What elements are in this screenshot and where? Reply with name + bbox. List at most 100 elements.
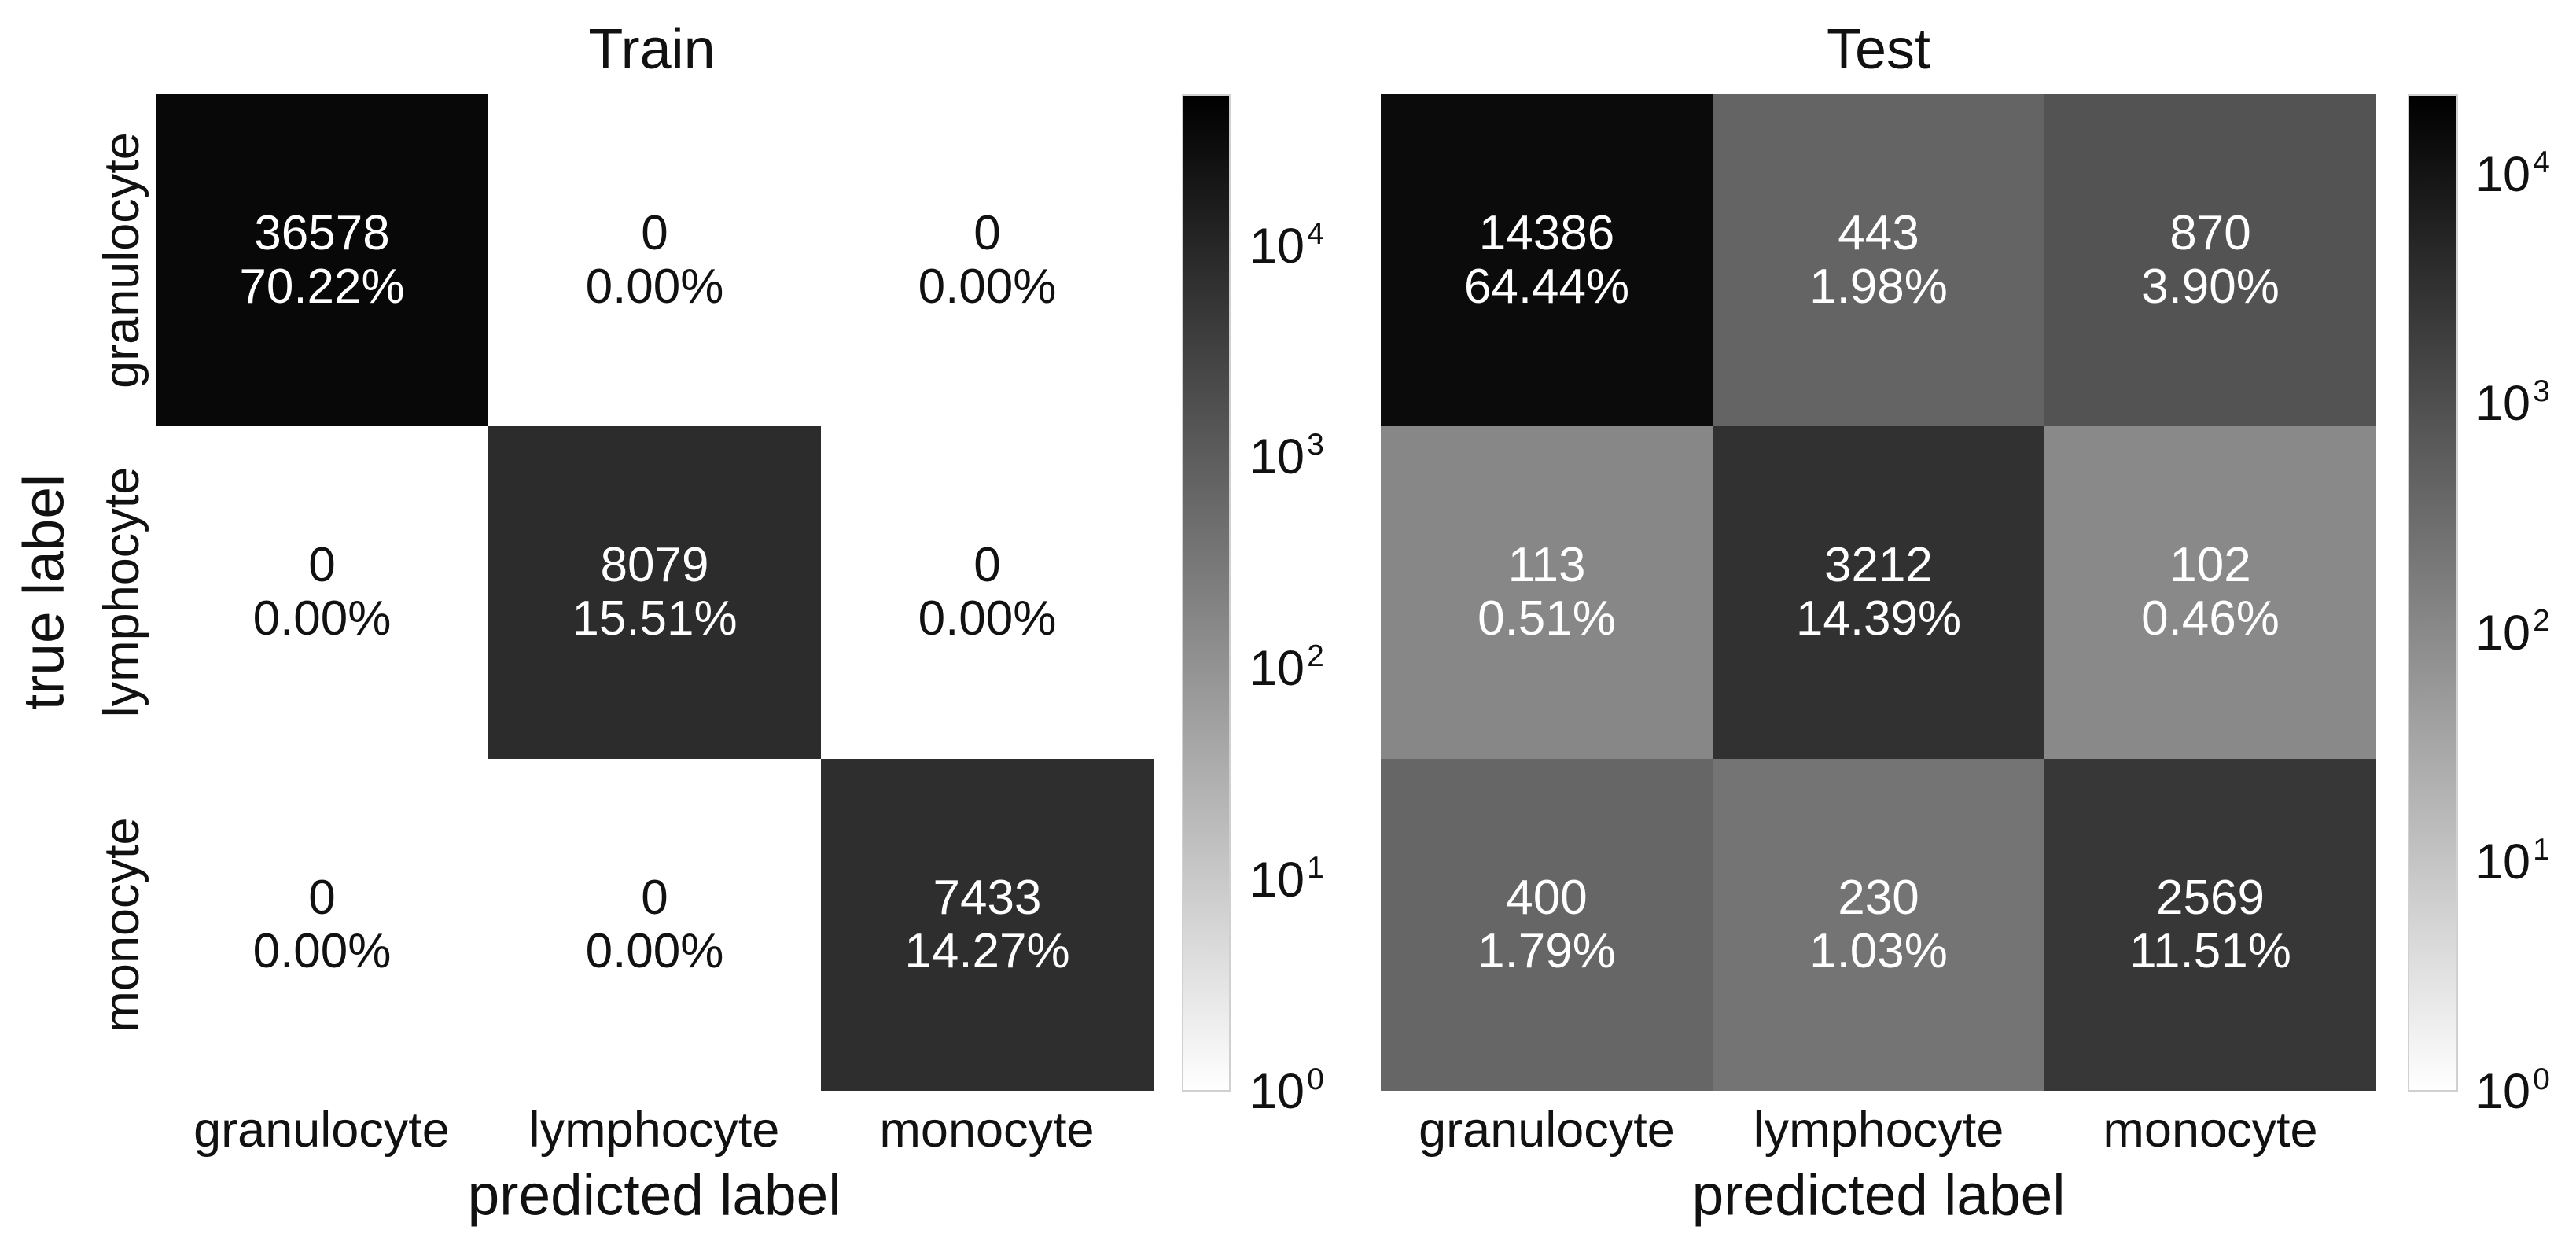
tick-base: 10 xyxy=(1249,1064,1305,1119)
test-cell-r1c0: 113 0.51% xyxy=(1381,426,1713,759)
train-colorbar-tick-1e0: 100 xyxy=(1249,1062,1324,1120)
tick-base: 10 xyxy=(2475,147,2531,202)
tick-exponent: 3 xyxy=(1307,427,1324,462)
cell-percent: 3.90% xyxy=(2141,260,2280,315)
cell-percent: 1.03% xyxy=(1809,923,1948,978)
cell-percent: 0.00% xyxy=(918,260,1057,315)
cell-count: 230 xyxy=(1838,870,1919,925)
cell-count: 102 xyxy=(2169,538,2251,593)
train-xtick-lymphocyte: lymphocyte xyxy=(528,1103,780,1158)
test-heatmap: 14386 64.44% 443 1.98% 870 3.90% 113 0.5… xyxy=(1381,94,2376,1091)
train-colorbar xyxy=(1182,94,1231,1092)
tick-exponent: 0 xyxy=(2533,1062,2550,1096)
train-cell-r2c1: 0 0.00% xyxy=(488,758,821,1091)
tick-base: 10 xyxy=(1249,641,1305,696)
train-xtick-granulocyte: granulocyte xyxy=(193,1103,450,1158)
cell-count: 0 xyxy=(973,206,1001,261)
train-ytick-granulocyte: granulocyte xyxy=(94,132,149,388)
train-cell-r1c1: 8079 15.51% xyxy=(488,426,821,759)
tick-exponent: 2 xyxy=(2533,603,2550,638)
train-cell-r0c1: 0 0.00% xyxy=(488,94,821,427)
train-colorbar-tick-1e1: 101 xyxy=(1249,850,1324,908)
cell-percent: 0.46% xyxy=(2141,591,2280,646)
tick-base: 10 xyxy=(1249,219,1305,274)
tick-base: 10 xyxy=(1249,429,1305,484)
cell-count: 36578 xyxy=(254,206,390,261)
tick-exponent: 2 xyxy=(1307,639,1324,673)
tick-base: 10 xyxy=(2475,606,2531,661)
train-colorbar-tick-1e4: 104 xyxy=(1249,216,1324,274)
cell-percent: 1.79% xyxy=(1478,923,1616,978)
tick-exponent: 1 xyxy=(2533,832,2550,867)
train-cell-r2c2: 7433 14.27% xyxy=(821,758,1154,1091)
test-cell-r2c1: 230 1.03% xyxy=(1713,758,2044,1091)
test-title: Test xyxy=(1826,18,1931,81)
tick-exponent: 1 xyxy=(1307,850,1324,885)
train-cell-r0c2: 0 0.00% xyxy=(821,94,1154,427)
cell-percent: 15.51% xyxy=(572,591,738,646)
cell-count: 0 xyxy=(641,206,668,261)
tick-exponent: 4 xyxy=(1307,216,1324,251)
tick-base: 10 xyxy=(2475,834,2531,889)
cell-count: 0 xyxy=(308,538,336,593)
tick-base: 10 xyxy=(1249,852,1305,908)
cell-percent: 0.51% xyxy=(1478,591,1616,646)
train-colorbar-tick-1e2: 102 xyxy=(1249,639,1324,697)
cell-percent: 14.27% xyxy=(904,923,1070,978)
test-colorbar-tick-1e3: 103 xyxy=(2475,374,2550,432)
test-colorbar-tick-1e2: 102 xyxy=(2475,603,2550,661)
train-ylabel: true label xyxy=(12,473,76,711)
test-cell-r0c2: 870 3.90% xyxy=(2044,94,2376,427)
train-heatmap: 36578 70.22% 0 0.00% 0 0.00% 0 0.00% 807… xyxy=(156,94,1154,1091)
test-xlabel: predicted label xyxy=(1691,1163,2066,1228)
test-cell-r2c2: 2569 11.51% xyxy=(2044,758,2376,1091)
test-colorbar xyxy=(2408,94,2458,1092)
test-cell-r0c1: 443 1.98% xyxy=(1713,94,2044,427)
cell-count: 14386 xyxy=(1478,206,1615,261)
train-title: Train xyxy=(588,18,716,81)
cell-percent: 0.00% xyxy=(252,591,392,646)
cell-count: 3212 xyxy=(1824,538,1933,593)
cell-percent: 11.51% xyxy=(2129,923,2291,978)
tick-exponent: 0 xyxy=(1307,1062,1324,1096)
cell-percent: 64.44% xyxy=(1463,260,1630,315)
tick-exponent: 3 xyxy=(2533,374,2550,408)
cell-percent: 0.00% xyxy=(585,260,724,315)
cell-count: 443 xyxy=(1838,206,1919,261)
test-cell-r1c1: 3212 14.39% xyxy=(1713,426,2044,759)
train-xtick-monocyte: monocyte xyxy=(879,1103,1095,1158)
cell-count: 400 xyxy=(1506,870,1588,925)
train-ytick-monocyte: monocyte xyxy=(94,817,149,1033)
tick-base: 10 xyxy=(2475,376,2531,431)
test-xtick-monocyte: monocyte xyxy=(2103,1103,2318,1158)
cell-count: 0 xyxy=(641,870,668,925)
tick-base: 10 xyxy=(2475,1064,2531,1119)
cell-count: 7433 xyxy=(933,870,1042,925)
cell-count: 0 xyxy=(973,538,1001,593)
test-colorbar-tick-1e0: 100 xyxy=(2475,1062,2550,1120)
cell-percent: 0.00% xyxy=(252,923,392,978)
test-xtick-lymphocyte: lymphocyte xyxy=(1753,1103,2004,1158)
cell-count: 113 xyxy=(1507,538,1586,593)
cell-count: 2569 xyxy=(2156,870,2265,925)
train-cell-r0c0: 36578 70.22% xyxy=(156,94,488,427)
train-ytick-lymphocyte: lymphocyte xyxy=(94,466,149,718)
train-cell-r2c0: 0 0.00% xyxy=(156,758,488,1091)
test-cell-r2c0: 400 1.79% xyxy=(1381,758,1713,1091)
cell-percent: 0.00% xyxy=(918,591,1057,646)
train-cell-r1c2: 0 0.00% xyxy=(821,426,1154,759)
train-colorbar-tick-1e3: 103 xyxy=(1249,427,1324,485)
cell-percent: 70.22% xyxy=(239,260,405,315)
cell-count: 0 xyxy=(308,870,336,925)
test-colorbar-tick-1e4: 104 xyxy=(2475,145,2550,203)
cell-percent: 1.98% xyxy=(1809,260,1948,315)
test-xtick-granulocyte: granulocyte xyxy=(1419,1103,1675,1158)
test-cell-r0c0: 14386 64.44% xyxy=(1381,94,1713,427)
cell-count: 870 xyxy=(2169,206,2251,261)
cell-count: 8079 xyxy=(600,538,709,593)
test-cell-r1c2: 102 0.46% xyxy=(2044,426,2376,759)
cell-percent: 0.00% xyxy=(585,923,724,978)
cell-percent: 14.39% xyxy=(1795,591,1962,646)
train-xlabel: predicted label xyxy=(467,1163,841,1228)
